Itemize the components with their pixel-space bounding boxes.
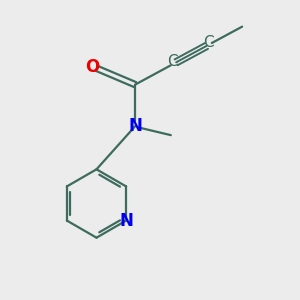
Text: C: C [168,54,178,69]
Text: O: O [85,58,99,76]
Text: C: C [203,35,214,50]
Text: N: N [128,117,142,135]
Text: N: N [119,212,133,230]
